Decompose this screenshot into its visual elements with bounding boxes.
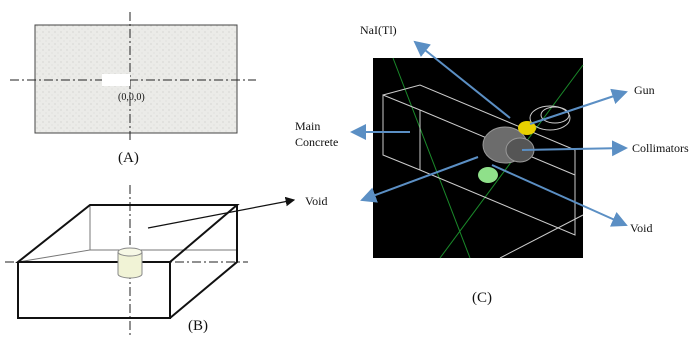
void-label: Void — [305, 194, 327, 208]
nai-label: NaI(Tl) — [360, 23, 397, 37]
concrete-label: Concrete — [295, 135, 338, 149]
collimators-label: Collimators — [632, 141, 689, 155]
caption: (C) — [472, 290, 492, 306]
panel-c: NaI(Tl) Gun Main Concrete Collimators Vo… — [295, 23, 689, 306]
void-cylinder-top — [118, 248, 142, 256]
figure: (0,0,0) (A) (B) Void NaI(Tl) Gun Mai — [0, 0, 697, 345]
void-section — [102, 74, 130, 86]
panel-b: (B) Void — [5, 185, 327, 338]
concrete-label: Main — [295, 119, 320, 133]
origin-label: (0,0,0) — [118, 92, 145, 103]
page: (0,0,0) (A) (B) Void NaI(Tl) Gun Mai — [0, 0, 697, 345]
void-part — [478, 167, 498, 183]
caption: (A) — [118, 150, 139, 166]
panel-a: (0,0,0) (A) — [10, 12, 256, 166]
concrete-section — [35, 25, 237, 133]
caption: (B) — [188, 318, 208, 334]
gun-label: Gun — [634, 83, 655, 97]
void-label: Void — [630, 221, 652, 235]
